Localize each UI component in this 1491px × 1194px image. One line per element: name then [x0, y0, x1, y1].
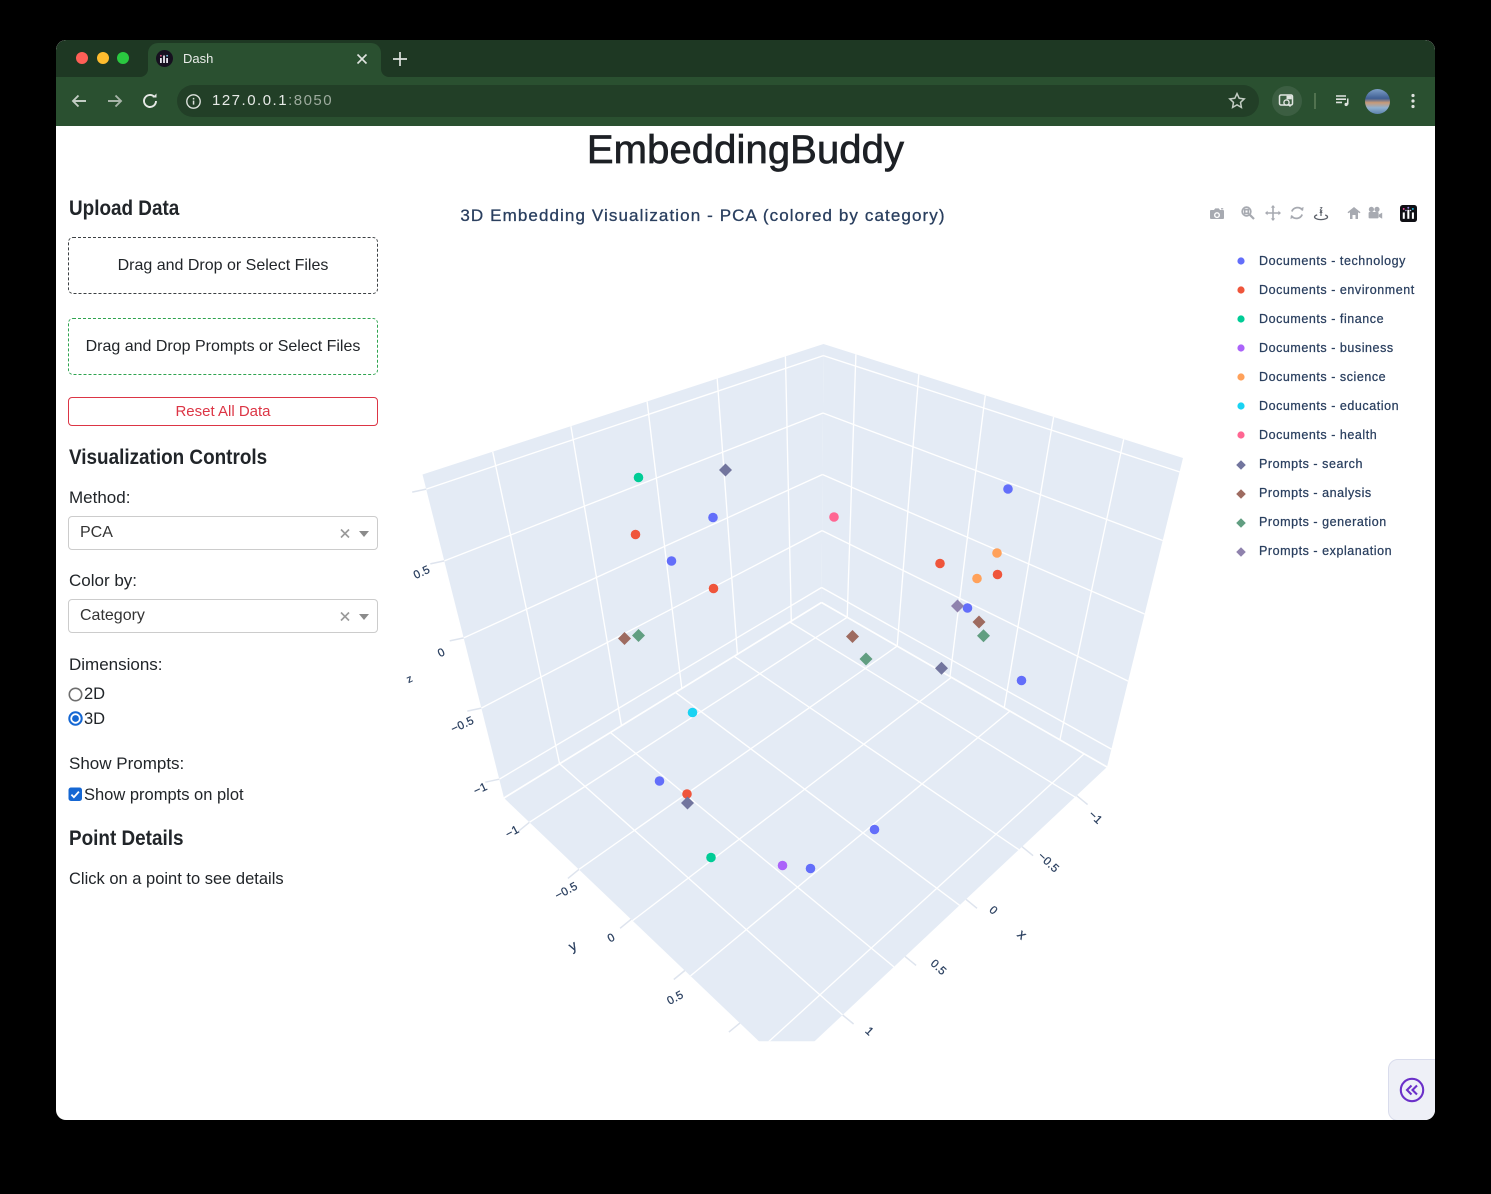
svg-text:−0.5: −0.5 [1035, 850, 1061, 875]
svg-text:0: 0 [606, 931, 618, 945]
svg-text:0.5: 0.5 [665, 989, 686, 1008]
svg-text:0: 0 [987, 904, 1000, 917]
svg-text:z: z [1320, 206, 1324, 213]
svg-text:1: 1 [863, 1025, 876, 1038]
svg-text:−1: −1 [472, 781, 490, 798]
svg-text:0.5: 0.5 [412, 564, 432, 582]
svg-text:z: z [405, 673, 415, 686]
svg-text:y: y [566, 937, 580, 955]
svg-text:0: 0 [436, 646, 447, 660]
svg-text:−1: −1 [1086, 809, 1104, 827]
svg-text:−0.5: −0.5 [553, 880, 580, 902]
svg-text:−1: −1 [504, 824, 522, 841]
svg-text:−0.5: −0.5 [449, 715, 476, 736]
svg-text:x: x [1014, 926, 1030, 943]
svg-text:0.5: 0.5 [928, 958, 949, 978]
